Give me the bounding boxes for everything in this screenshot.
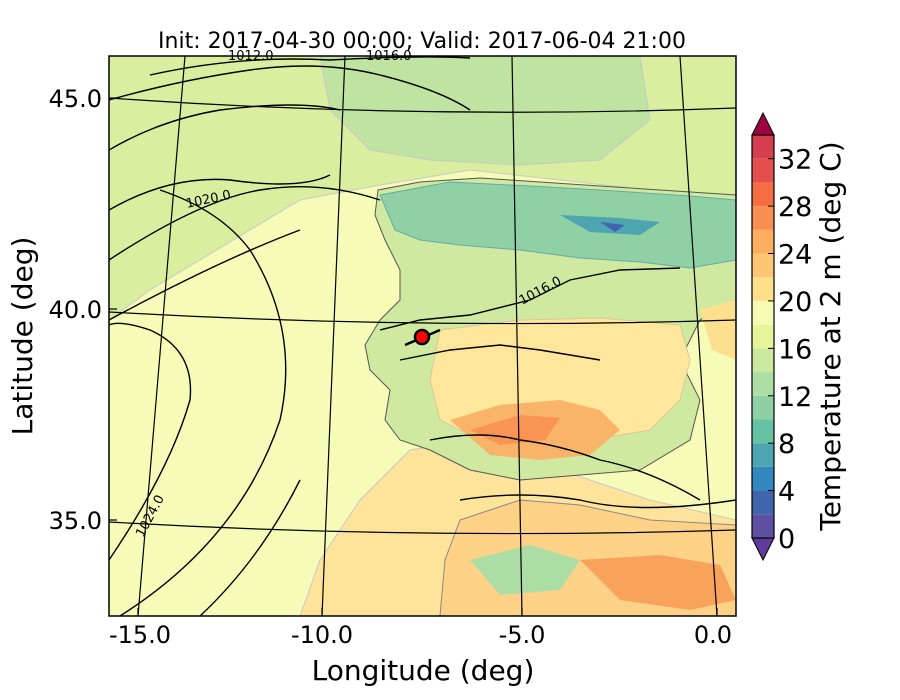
colorbar-segment [752,206,774,230]
colorbar-tick-label: 20 [778,287,812,318]
colorbar-tick-label: 16 [778,334,812,365]
colorbar-tick-label: 0 [778,524,795,555]
colorbar-segment [752,135,774,159]
colorbar-frame [751,134,775,539]
colorbar [751,111,775,562]
northern-mountains [379,181,736,269]
colorbar-tick-label: 24 [778,240,812,271]
colorbar-segment [752,348,774,373]
colorbar-segment [752,182,774,207]
colorbar-segment [752,395,774,420]
colorbar-over-extension [751,111,775,136]
x-tick-label: -15.0 [109,621,171,649]
colorbar-segment [752,253,774,278]
axes-frame [108,55,737,617]
eastern-land-strip [700,300,736,360]
colorbar-segment [752,324,774,349]
africa-hot-zone [580,555,736,610]
colorbar-segment [752,372,774,396]
x-tick-label: -10.0 [291,621,353,649]
y-axis: 45.0 40.0 35.0 Latitude (deg) [6,85,117,535]
location-marker [404,328,441,347]
colorbar-tick-label: 28 [778,192,812,223]
atlas-green [470,545,580,595]
y-axis-label: Latitude (deg) [6,237,39,436]
colorbar-segment [752,490,774,515]
bay-of-biscay-cool-zone [319,56,651,166]
colorbar-segment [752,229,774,254]
x-axis-label: Longitude (deg) [312,654,535,687]
colorbar-under-extension [751,537,775,562]
colorbar-segment [752,466,774,491]
colorbar-segment [752,419,774,444]
colorbar-segment [752,158,774,183]
chart-title: Init: 2017-04-30 00:00; Valid: 2017-06-0… [158,29,686,54]
colorbar-label: Temperature at 2 m (deg C) [814,141,847,531]
y-tick-label: 40.0 [49,296,102,324]
colorbar-segment [752,277,774,301]
map-panel [109,56,736,616]
cantabrian-coldest [600,222,625,232]
colorbar-tick-label: 4 [778,477,795,508]
isobars [109,56,736,616]
x-axis: -15.0 -10.0 -5.0 0.0 Longitude (deg) [109,608,732,687]
colorbar-segment [752,443,774,467]
map-grid [109,56,736,616]
x-tick-label: 0.0 [694,621,732,649]
colorbar-segment [752,300,774,325]
colorbar-segment [752,514,774,538]
y-tick-label: 35.0 [49,507,102,535]
x-tick-label: -5.0 [499,621,546,649]
y-tick-label: 45.0 [49,85,102,113]
hot-core [470,415,560,445]
colorbar-tick-label: 8 [778,429,795,460]
colorbar-tick-label: 32 [778,145,812,176]
colorbar-ticks: 0 4 8 12 16 20 24 28 32 [768,145,812,555]
colorbar-tick-label: 12 [778,382,812,413]
